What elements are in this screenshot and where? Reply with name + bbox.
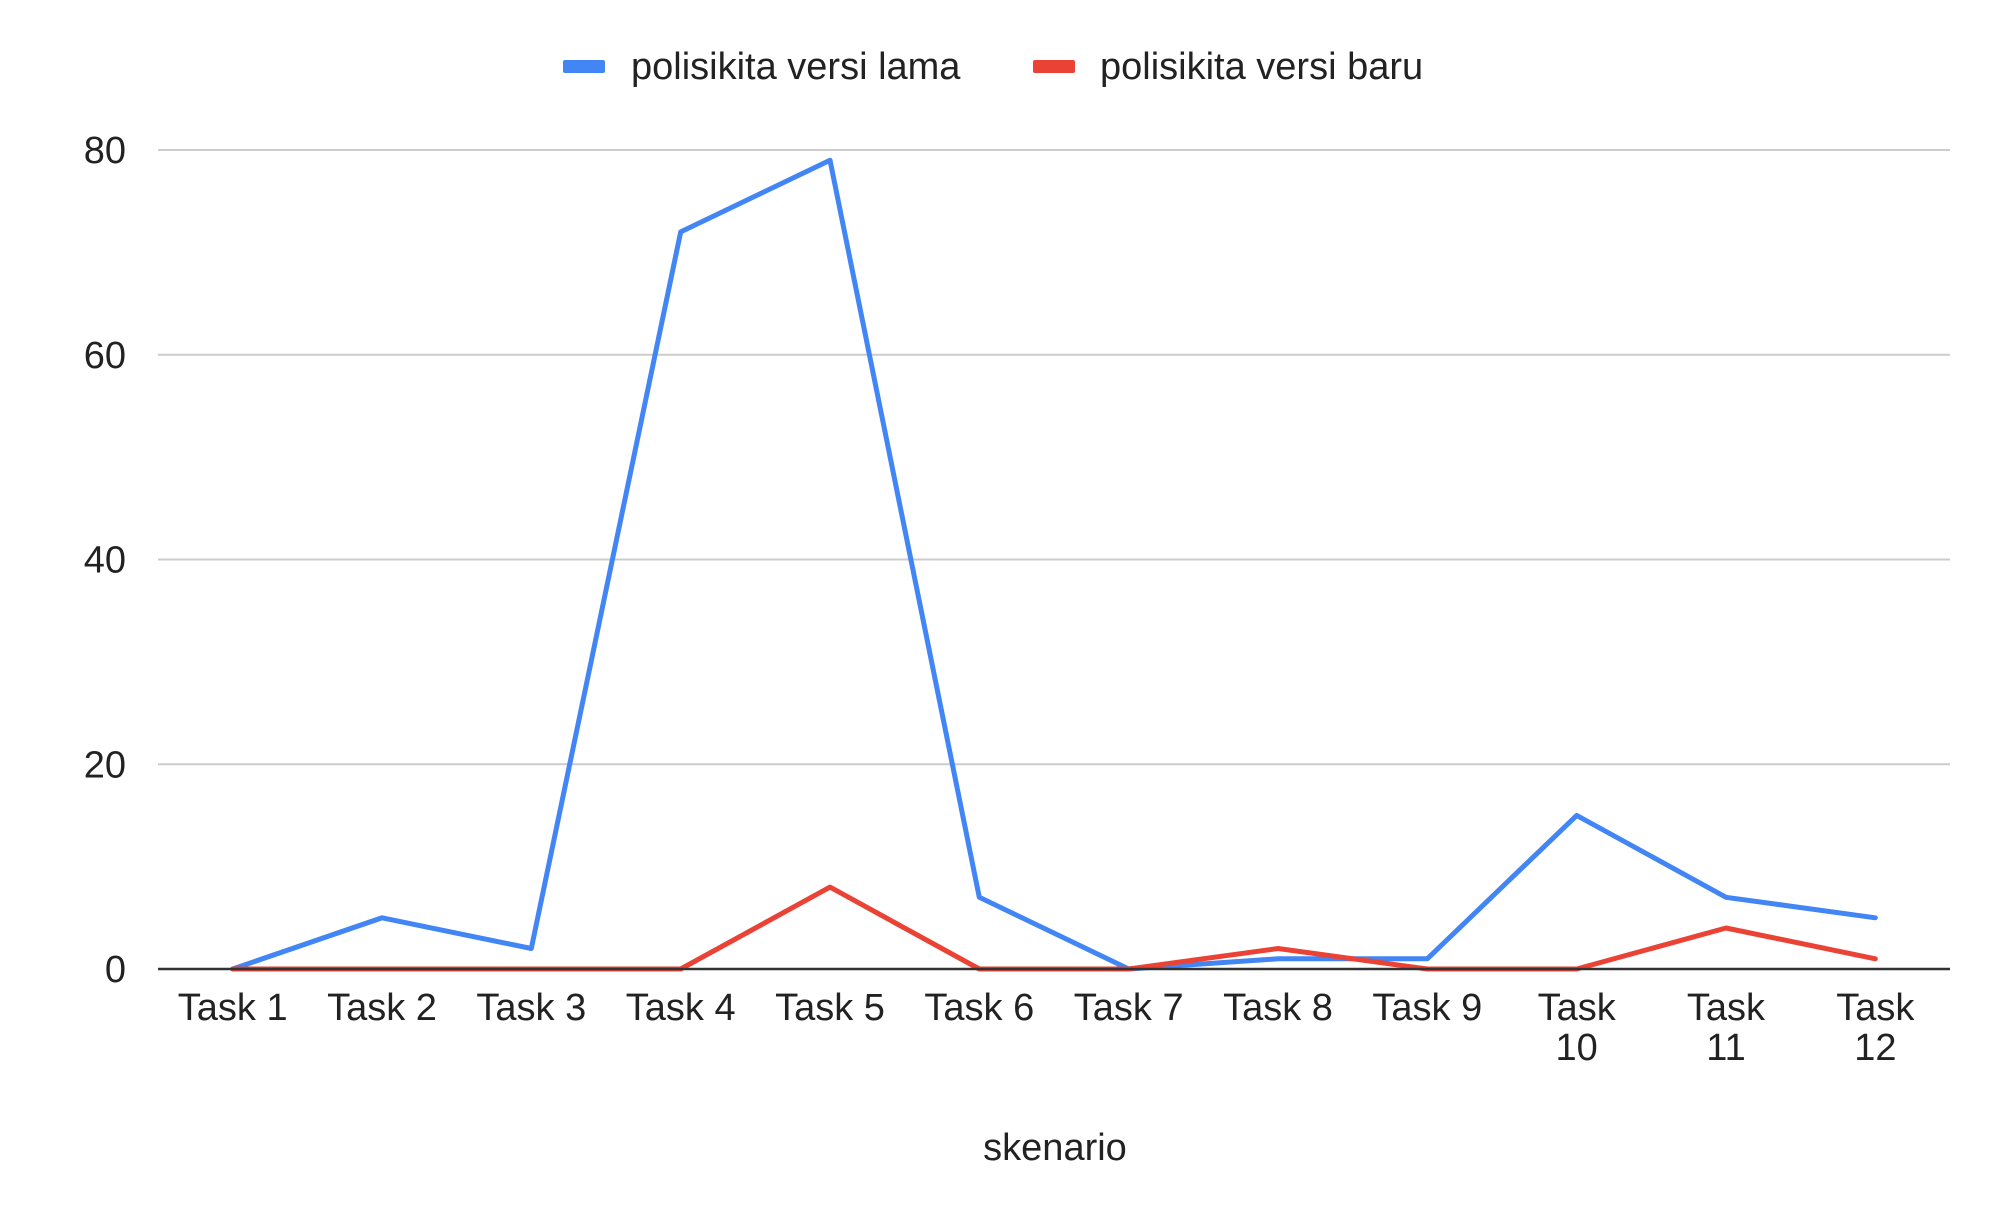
x-tick-label: Task 10: [1538, 987, 1617, 1069]
gridlines: [158, 149, 1950, 766]
series-line-1: [230, 157, 1878, 972]
y-tick-label: 80: [84, 130, 126, 172]
x-tick-label: Task 2: [327, 987, 437, 1029]
y-tick-label: 20: [84, 744, 126, 786]
y-axis-ticks: 0 20 40 60 80: [84, 130, 126, 991]
x-tick-label: Task 4: [626, 987, 736, 1029]
x-tick-label: Task 11: [1687, 987, 1766, 1069]
x-tick-label: Task 12: [1836, 987, 1915, 1069]
y-tick-label: 60: [84, 335, 126, 377]
x-axis-title: skenario: [983, 1127, 1127, 1169]
x-tick-label: Task 3: [476, 987, 586, 1029]
legend-swatch-2: [1033, 60, 1075, 73]
x-tick-label: Task 6: [924, 987, 1034, 1029]
x-axis-ticks: Task 1 Task 2 Task 3 Task 4 Task 5 Task 6 Task…: [178, 987, 1916, 1069]
series-lines: [230, 157, 1878, 972]
x-tick-label: Task 7: [1074, 987, 1184, 1029]
y-tick-label: 40: [84, 540, 126, 582]
y-tick-label: 0: [105, 949, 126, 991]
legend-label-1: polisikita versi lama: [631, 46, 961, 88]
legend: polisikita versi lama polisikita versi ba…: [563, 46, 1423, 88]
x-tick-label: Task 1: [178, 987, 288, 1029]
x-tick-label: Task 5: [775, 987, 885, 1029]
series-line-2: [230, 884, 1878, 972]
legend-label-2: polisikita versi baru: [1100, 46, 1423, 88]
x-tick-label: Task 8: [1223, 987, 1333, 1029]
x-tick-label: Task 9: [1372, 987, 1482, 1029]
legend-swatch-1: [563, 60, 605, 73]
